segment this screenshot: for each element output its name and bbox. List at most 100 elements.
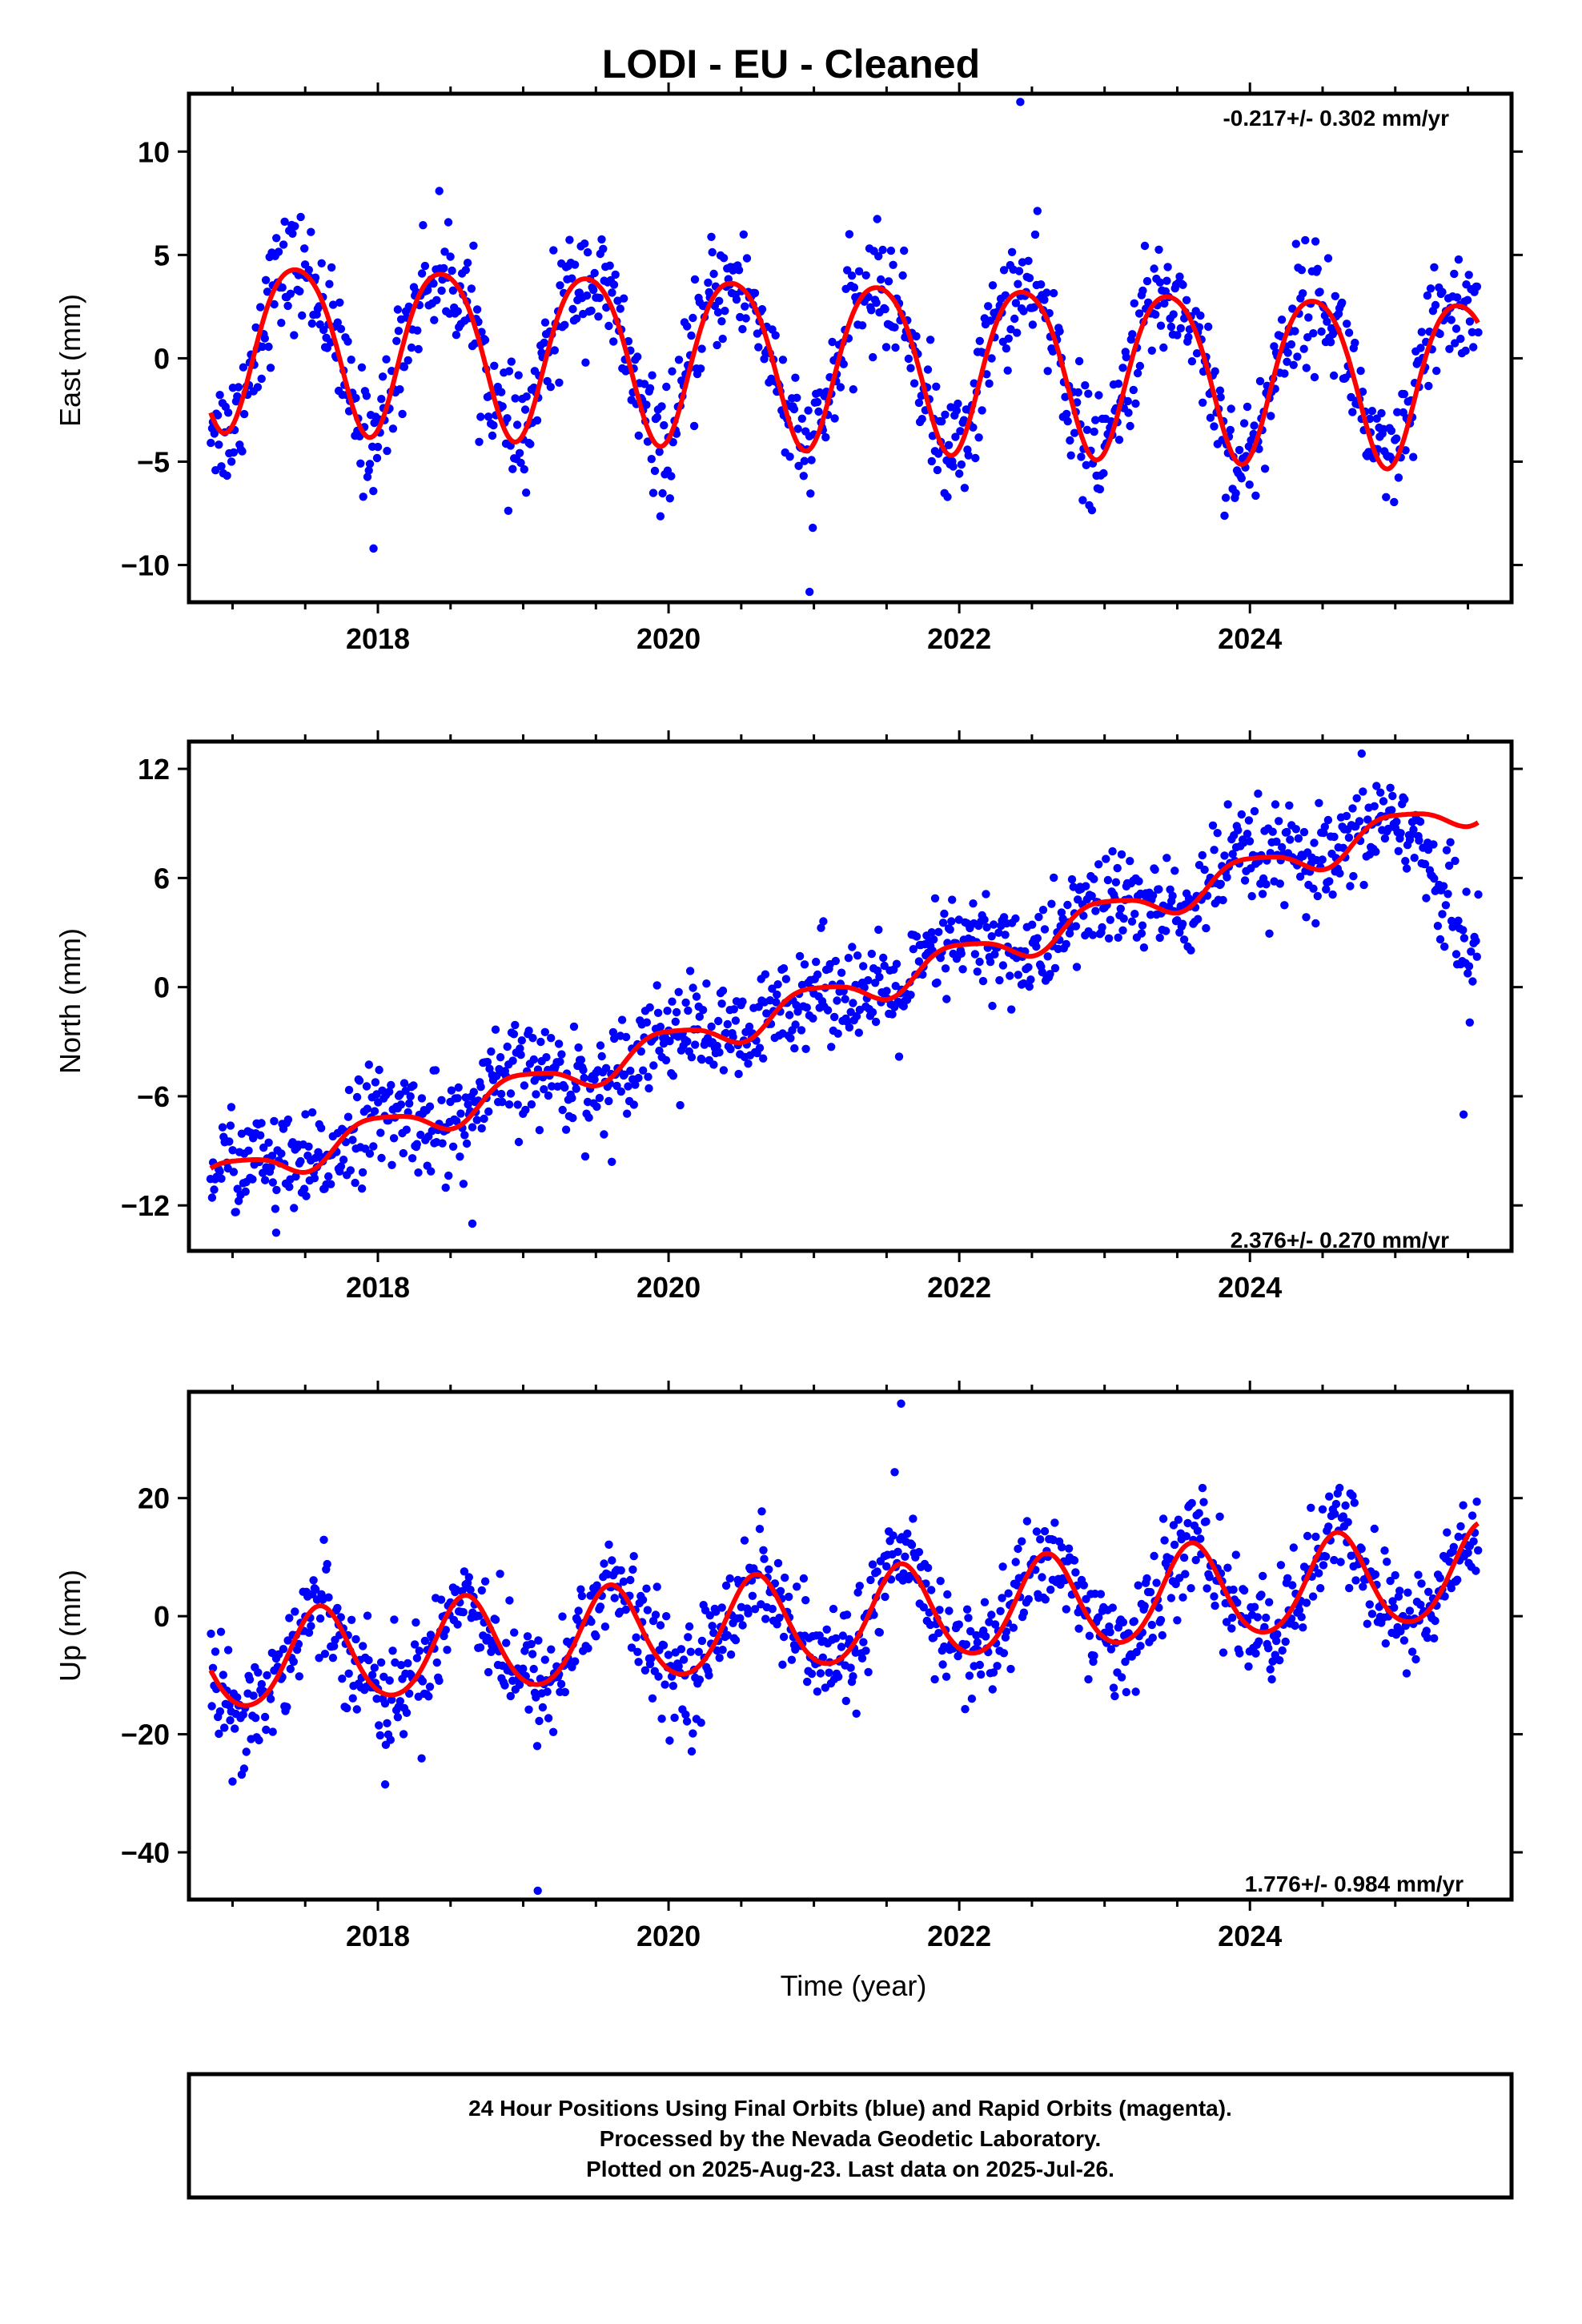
east-data-point xyxy=(448,286,458,295)
north-data-point xyxy=(414,1168,423,1177)
north-data-point xyxy=(930,894,940,903)
up-data-point xyxy=(1122,1687,1131,1697)
east-data-point xyxy=(257,374,266,384)
north-data-point xyxy=(459,1180,468,1188)
up-data-point xyxy=(1174,1515,1183,1524)
east-data-point xyxy=(1260,464,1270,473)
up-plot-frame xyxy=(187,1389,1514,1902)
up-data-point xyxy=(1440,1592,1449,1601)
north-data-point xyxy=(1186,946,1195,955)
up-data-point xyxy=(496,1570,504,1578)
up-data-point xyxy=(661,1680,669,1689)
up-data-point xyxy=(1223,1563,1232,1572)
north-data-point xyxy=(875,972,884,982)
up-data-point xyxy=(1289,1543,1299,1552)
east-data-point xyxy=(452,331,461,340)
north-data-point xyxy=(503,1042,512,1051)
east-data-point xyxy=(849,283,859,292)
north-data-point xyxy=(1134,877,1143,886)
north-data-point xyxy=(947,917,956,926)
up-data-point xyxy=(697,1636,707,1646)
east-data-point xyxy=(609,280,619,289)
east-data-point xyxy=(319,325,328,335)
up-data-point xyxy=(816,1669,825,1678)
north-data-point xyxy=(1265,929,1274,939)
north-data-point xyxy=(227,1103,236,1112)
up-data-point xyxy=(1405,1606,1415,1615)
north-data-point xyxy=(894,1052,904,1061)
east-data-point xyxy=(1095,485,1105,494)
up-data-point xyxy=(600,1622,610,1631)
up-data-point xyxy=(954,1620,964,1629)
north-y-tick-label: −12 xyxy=(121,1189,170,1222)
up-data-point xyxy=(990,1620,1000,1629)
north-data-point xyxy=(1223,873,1231,882)
up-data-point xyxy=(1131,1687,1140,1696)
north-data-point xyxy=(978,976,988,986)
up-data-point xyxy=(962,1640,971,1649)
up-data-point xyxy=(664,1651,673,1659)
up-data-point xyxy=(779,1632,789,1642)
up-data-point xyxy=(336,1613,345,1622)
north-data-point xyxy=(579,1066,588,1075)
up-data-point xyxy=(859,1638,868,1647)
up-data-point xyxy=(785,1592,793,1602)
east-data-point xyxy=(900,246,909,255)
east-data-point xyxy=(1082,460,1091,469)
east-data-point xyxy=(669,438,677,447)
north-data-point xyxy=(819,917,828,926)
north-data-point xyxy=(697,1055,706,1064)
up-data-point xyxy=(388,1647,397,1655)
north-data-point xyxy=(1118,926,1127,935)
north-data-point xyxy=(468,1123,477,1132)
east-data-point xyxy=(234,383,243,392)
up-data-point xyxy=(441,1626,450,1634)
east-data-point xyxy=(982,370,991,379)
east-data-point xyxy=(377,395,386,404)
north-data-point xyxy=(1415,817,1425,826)
up-data-point xyxy=(1022,1517,1032,1526)
east-data-point xyxy=(1382,493,1391,501)
north-data-point xyxy=(561,1125,571,1134)
north-data-point xyxy=(1429,840,1438,849)
north-data-point xyxy=(387,1160,396,1170)
north-data-point xyxy=(718,986,728,995)
east-data-point xyxy=(328,300,338,309)
east-data-point xyxy=(957,460,966,469)
up-data-point xyxy=(233,1693,242,1702)
north-data-point xyxy=(623,1109,632,1118)
east-data-point xyxy=(652,412,662,422)
north-data-point xyxy=(645,1003,654,1012)
north-data-point xyxy=(891,982,900,991)
up-data-point xyxy=(1229,1585,1238,1594)
north-data-point xyxy=(702,979,711,988)
east-data-point xyxy=(362,392,371,400)
east-data-point xyxy=(1251,491,1260,501)
north-data-point xyxy=(868,1007,877,1017)
north-data-point xyxy=(210,1185,219,1194)
up-data-point xyxy=(1302,1598,1311,1607)
up-data-point xyxy=(1262,1613,1271,1622)
east-data-point xyxy=(1297,266,1307,275)
north-data-point xyxy=(841,995,849,1003)
east-data-point xyxy=(274,247,283,256)
east-data-point xyxy=(1155,278,1165,287)
north-data-point xyxy=(1325,877,1334,886)
east-data-point xyxy=(807,456,816,464)
up-data-point xyxy=(208,1663,218,1672)
east-data-point xyxy=(1288,304,1297,313)
east-data-point xyxy=(388,424,398,433)
up-data-point xyxy=(1036,1535,1045,1544)
east-data-point xyxy=(658,489,667,498)
east-data-point xyxy=(1014,267,1024,275)
up-data-point xyxy=(242,1747,251,1756)
north-data-point xyxy=(1472,952,1482,961)
east-data-point xyxy=(889,260,897,269)
north-data-point xyxy=(909,945,918,954)
up-data-point xyxy=(1380,1546,1389,1555)
up-data-point xyxy=(1321,1552,1331,1561)
north-data-point xyxy=(617,1015,627,1024)
north-data-point xyxy=(385,1088,394,1096)
east-data-point xyxy=(286,289,295,298)
north-data-point xyxy=(225,1137,234,1146)
